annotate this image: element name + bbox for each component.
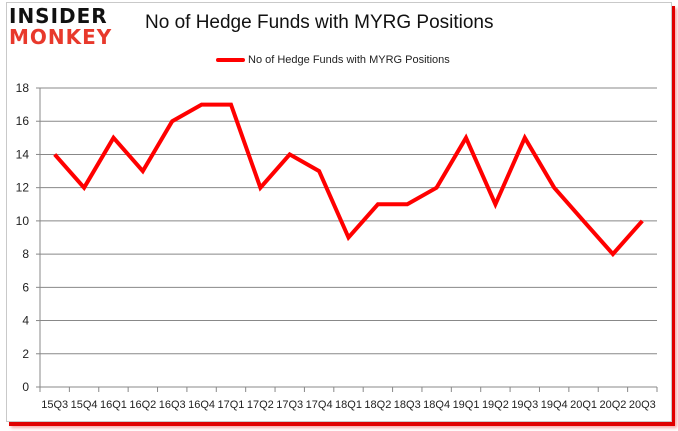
y-tick-label: 16 — [16, 114, 30, 128]
x-tick-label: 18Q3 — [394, 399, 421, 411]
x-tick-label: 19Q3 — [511, 399, 538, 411]
y-tick-label: 0 — [22, 380, 29, 394]
y-tick-label: 6 — [22, 280, 29, 294]
chart-title: No of Hedge Funds with MYRG Positions — [145, 12, 494, 33]
insider-monkey-logo: INSIDER MONKEY — [9, 6, 129, 52]
legend-line-swatch-icon — [216, 58, 245, 62]
chart-legend: No of Hedge Funds with MYRG Positions — [216, 54, 450, 66]
logo-line-1: INSIDER — [9, 4, 108, 28]
x-tick-label: 20Q1 — [570, 399, 597, 411]
x-tick-label: 16Q1 — [100, 399, 127, 411]
x-tick-label: 18Q4 — [423, 399, 450, 411]
x-tick-label: 16Q2 — [129, 399, 156, 411]
x-tick-label: 16Q3 — [159, 399, 186, 411]
legend-label: No of Hedge Funds with MYRG Positions — [248, 54, 450, 66]
x-tick-label: 16Q4 — [188, 399, 215, 411]
y-axis: 0 2 4 6 8 10 12 14 16 18 — [16, 81, 41, 394]
x-tick-label: 20Q2 — [599, 399, 626, 411]
x-tick-label: 19Q4 — [541, 399, 568, 411]
y-tick-label: 2 — [22, 347, 29, 361]
x-tick-label: 17Q3 — [276, 399, 303, 411]
y-tick-label: 14 — [16, 147, 30, 161]
y-tick-label: 12 — [16, 181, 30, 195]
y-tick-label: 18 — [16, 81, 30, 95]
x-axis: 15Q3 15Q4 16Q1 16Q2 16Q3 16Q4 17Q1 17Q2 17Q3 17Q4… — [39, 386, 658, 411]
series-line — [53, 102, 644, 258]
x-tick-label: 15Q4 — [71, 399, 98, 411]
x-tick-label: 17Q4 — [306, 399, 333, 411]
y-tick-label: 10 — [16, 214, 30, 228]
x-tick-label: 20Q3 — [629, 399, 656, 411]
gridlines — [40, 87, 657, 355]
x-tick-label: 17Q2 — [247, 399, 274, 411]
y-tick-label: 4 — [22, 314, 29, 328]
x-tick-label: 18Q2 — [364, 399, 391, 411]
x-tick-label: 18Q1 — [335, 399, 362, 411]
x-tick-label: 17Q1 — [218, 399, 245, 411]
x-tick-label: 19Q2 — [482, 399, 509, 411]
logo-line-2: MONKEY — [9, 25, 113, 49]
y-tick-label: 8 — [22, 247, 29, 261]
x-tick-label: 19Q1 — [453, 399, 480, 411]
x-tick-label: 15Q3 — [41, 399, 68, 411]
